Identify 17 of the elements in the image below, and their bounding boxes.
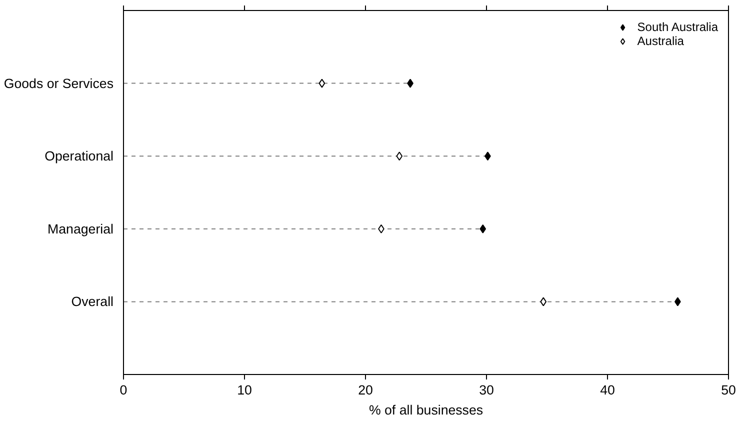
legend-label: Australia	[637, 34, 684, 48]
point	[540, 297, 547, 306]
x-tick-label: 20	[358, 382, 373, 398]
x-tick-label: 0	[120, 382, 128, 398]
legend-label: South Australia	[637, 20, 718, 34]
x-tick-label: 30	[479, 382, 494, 398]
point	[396, 152, 403, 161]
y-tick-label: Goods or Services	[4, 76, 114, 91]
y-tick-label: Operational	[44, 148, 114, 164]
x-tick-label: 10	[237, 382, 252, 398]
point	[318, 78, 326, 88]
x-axis-title: % of all businesses	[368, 402, 484, 418]
x-tick-label: 40	[600, 382, 615, 398]
point	[480, 224, 486, 234]
y-tick-label: Overall	[71, 294, 114, 310]
x-tick-label: 50	[721, 382, 736, 398]
y-tick-label: Managerial	[48, 221, 114, 236]
